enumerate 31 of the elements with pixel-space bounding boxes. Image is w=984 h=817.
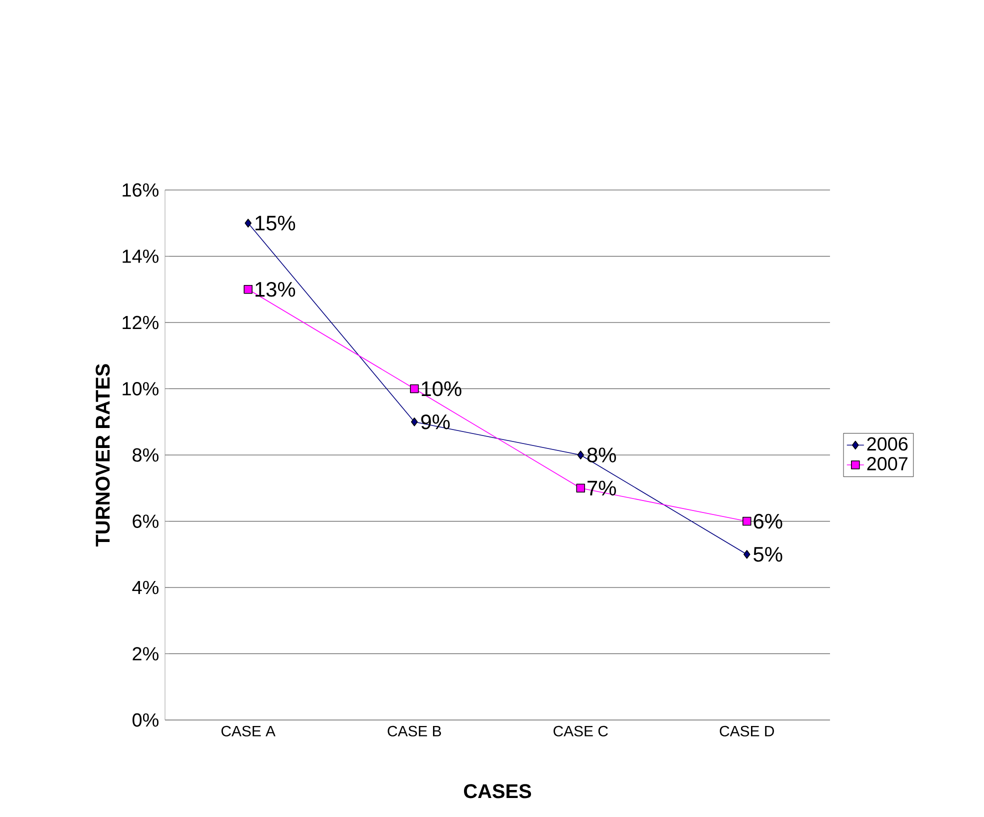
- y-tick-label: 14%: [122, 250, 158, 263]
- data-label: 9%: [421, 414, 450, 430]
- data-label: 15%: [256, 216, 296, 230]
- data-label: 5%: [754, 547, 782, 562]
- point: [742, 516, 752, 526]
- y-tick-label: 4%: [132, 580, 158, 594]
- point: [410, 417, 418, 426]
- y-tick-label: 2%: [132, 647, 158, 660]
- legend-label: 2006: [867, 437, 908, 451]
- data-label: 13%: [256, 282, 296, 297]
- point: [577, 450, 584, 460]
- point: [244, 218, 252, 228]
- y-tick-label: 8%: [132, 448, 158, 462]
- x-tick-label: CASE D: [720, 726, 774, 736]
- y-tick-label: 6%: [132, 514, 158, 528]
- y-tick-label: 0%: [132, 713, 158, 727]
- x-axis-title: CASES: [464, 784, 532, 798]
- y-tick-label: 10%: [122, 382, 158, 396]
- x-tick-label: CASE A: [221, 726, 276, 736]
- y-axis-title: TURNOVER RATES: [96, 364, 110, 546]
- point: [244, 284, 253, 294]
- data-label: 7%: [588, 480, 616, 496]
- y-tick-label: 12%: [122, 316, 158, 330]
- x-tick-label: CASE B: [388, 726, 441, 736]
- point: [576, 484, 586, 493]
- legend-label: 2007: [867, 456, 908, 470]
- y-tick-label: 16%: [122, 183, 158, 197]
- point: [410, 384, 419, 394]
- data-label: 8%: [587, 448, 616, 462]
- x-tick-label: CASE C: [554, 726, 608, 736]
- point: [743, 550, 750, 559]
